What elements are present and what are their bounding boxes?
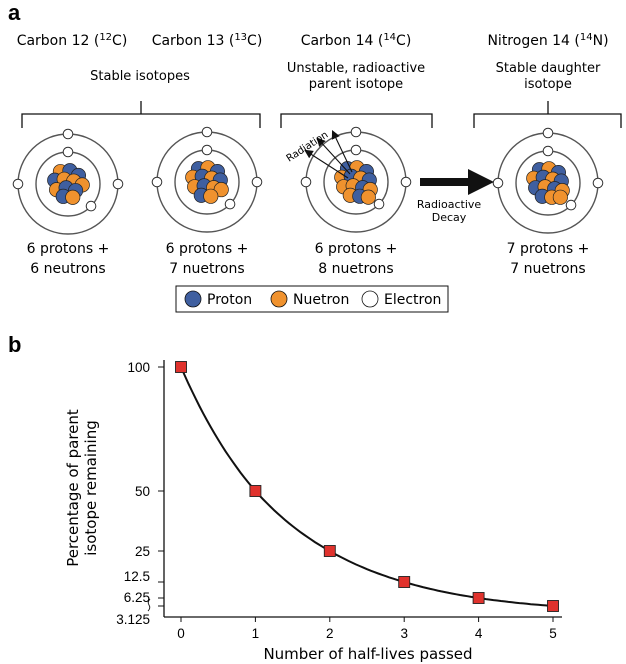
carbon12-atom bbox=[12, 128, 124, 235]
electron bbox=[201, 126, 213, 138]
electron bbox=[400, 176, 412, 188]
decay-curve bbox=[180, 366, 554, 607]
nitrogen14-atom bbox=[492, 127, 604, 234]
x-tick-label: 5 bbox=[549, 626, 557, 641]
x-tick-label: 3 bbox=[400, 626, 408, 641]
panel-b-label: b bbox=[8, 332, 21, 357]
carbon12-title: Carbon 12 (12C) bbox=[17, 32, 128, 49]
nitrogen14-count-line2: 7 nuetrons bbox=[510, 261, 585, 277]
daughter-bracket bbox=[473, 101, 622, 128]
decay-label-line1: Radioactive bbox=[417, 198, 482, 211]
electron bbox=[62, 146, 74, 158]
electron bbox=[592, 177, 604, 189]
electron bbox=[565, 199, 577, 211]
y-tick-label: 6.25 bbox=[124, 590, 150, 605]
electron bbox=[350, 144, 362, 156]
unstable-bracket bbox=[280, 113, 433, 128]
nitrogen14-title: Nitrogen 14 (14N) bbox=[487, 32, 608, 49]
legend-neutron-label: Nuetron bbox=[293, 292, 349, 308]
neutron bbox=[203, 188, 219, 204]
unstable-label-line1: Unstable, radioactive bbox=[287, 61, 425, 76]
data-point-marker bbox=[249, 485, 262, 497]
x-tick-label: 1 bbox=[252, 626, 260, 641]
legend: Proton Nuetron Electron bbox=[175, 285, 449, 313]
stable-isotopes-label: Stable isotopes bbox=[90, 69, 190, 84]
y-tick-label: 25 bbox=[135, 544, 150, 559]
carbon12-count-line2: 6 neutrons bbox=[30, 261, 105, 277]
x-tick-label: 4 bbox=[475, 626, 483, 641]
panel-a-label: a bbox=[8, 0, 21, 25]
electron bbox=[350, 126, 362, 138]
electron-legend-swatch bbox=[361, 290, 379, 308]
electron bbox=[201, 144, 213, 156]
carbon12-count-line1: 6 protons + bbox=[27, 241, 110, 257]
y-tick-label: 100 bbox=[127, 360, 150, 375]
carbon14-atom bbox=[300, 126, 412, 233]
decay-label-line2: Decay bbox=[432, 211, 467, 224]
neutron bbox=[65, 189, 81, 205]
carbon13-count-line2: 7 nuetrons bbox=[169, 261, 244, 277]
unstable-label-line2: parent isotope bbox=[309, 77, 403, 92]
legend-proton-label: Proton bbox=[207, 292, 252, 308]
electron bbox=[151, 176, 163, 188]
carbon14-count-line2: 8 nuetrons bbox=[318, 261, 393, 277]
x-tick-label: 2 bbox=[326, 626, 334, 641]
data-point-marker bbox=[398, 576, 411, 588]
neutron bbox=[552, 189, 568, 205]
carbon14-count-line1: 6 protons + bbox=[315, 241, 398, 257]
proton-legend-swatch bbox=[184, 290, 202, 308]
electron bbox=[251, 176, 263, 188]
neutron bbox=[360, 189, 376, 205]
carbon13-count-line1: 6 protons + bbox=[166, 241, 249, 257]
data-point-marker bbox=[472, 592, 485, 604]
radiation-label: Radiation bbox=[285, 130, 331, 165]
data-point-marker bbox=[175, 361, 187, 373]
x-tick-label: 0 bbox=[177, 626, 185, 641]
legend-electron-label: Electron bbox=[384, 292, 441, 308]
electron bbox=[542, 127, 554, 139]
data-point-marker bbox=[547, 600, 559, 612]
electron bbox=[373, 198, 385, 210]
electron bbox=[12, 178, 24, 190]
radiation-arrows bbox=[304, 130, 353, 179]
data-point-marker bbox=[323, 545, 336, 557]
axis-break-mark bbox=[147, 598, 151, 612]
electron bbox=[85, 200, 97, 212]
electron bbox=[300, 176, 312, 188]
y-axis-label-line1: Percentage of parent bbox=[64, 409, 82, 567]
electron bbox=[542, 145, 554, 157]
electron bbox=[492, 177, 504, 189]
daughter-label-line2: isotope bbox=[524, 77, 572, 92]
electron bbox=[224, 198, 236, 210]
electron bbox=[112, 178, 124, 190]
y-tick-label: 50 bbox=[135, 484, 150, 499]
carbon13-atom bbox=[151, 126, 263, 233]
carbon14-title: Carbon 14 (14C) bbox=[301, 32, 412, 49]
y-tick-label: 12.5 bbox=[124, 569, 150, 584]
daughter-label-line1: Stable daughter bbox=[496, 61, 601, 76]
decay-chart: 100 50 25 12.5 6.25 3.125 0 1 2 3 4 5 Percentage o… bbox=[64, 360, 562, 663]
electron bbox=[62, 128, 74, 140]
decay-arrow bbox=[420, 169, 494, 195]
x-axis-label: Number of half-lives passed bbox=[263, 645, 472, 663]
neutron-legend-swatch bbox=[270, 290, 288, 308]
y-axis-label-line2: isotope remaining bbox=[82, 420, 100, 555]
carbon13-title: Carbon 13 (13C) bbox=[152, 32, 263, 49]
stable-bracket bbox=[21, 101, 261, 128]
y-tick-label: 3.125 bbox=[116, 612, 150, 627]
nitrogen14-count-line1: 7 protons + bbox=[507, 241, 590, 257]
